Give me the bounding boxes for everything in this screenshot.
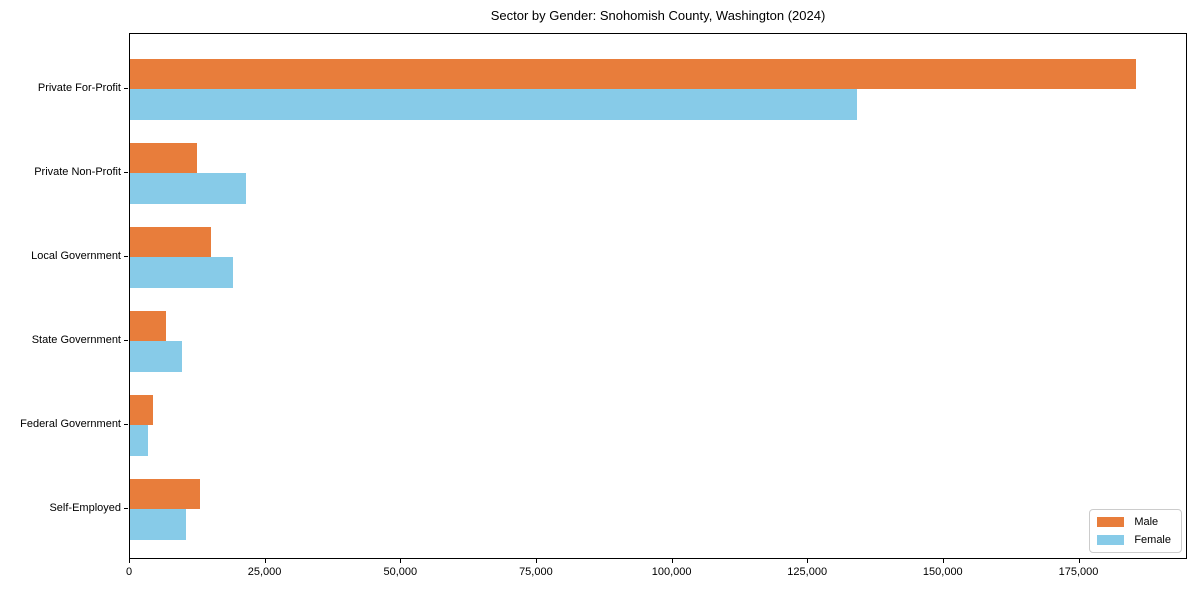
xtick-mark-0 bbox=[129, 559, 130, 563]
bar-male-private-for-profit bbox=[130, 58, 1136, 89]
xtick-mark-4 bbox=[671, 559, 673, 563]
ytick-mark-private-non-profit bbox=[124, 172, 128, 173]
legend: Male Female bbox=[1089, 509, 1182, 553]
bar-female-private-for-profit bbox=[130, 89, 857, 120]
legend-item-female: Female bbox=[1097, 534, 1171, 546]
xtick-label-6: 150,000 bbox=[922, 566, 963, 578]
xtick-mark-2 bbox=[400, 559, 402, 563]
legend-swatch-male-icon bbox=[1097, 517, 1125, 527]
xtick-label-1: 25,000 bbox=[247, 566, 282, 578]
bar-male-private-non-profit bbox=[130, 142, 197, 173]
ytick-label-self-employed: Self-Employed bbox=[49, 502, 121, 514]
bar-male-local-government bbox=[130, 226, 212, 257]
xtick-label-0: 0 bbox=[125, 566, 133, 578]
legend-label-female: Female bbox=[1134, 534, 1171, 546]
xtick-label-3: 75,000 bbox=[519, 566, 553, 578]
ytick-label-federal-government: Federal Government bbox=[20, 418, 121, 430]
bar-female-self-employed bbox=[130, 509, 187, 540]
chart-title: Sector by Gender: Snohomish County, Wash… bbox=[490, 8, 826, 23]
xtick-label-2: 50,000 bbox=[383, 566, 418, 578]
ytick-mark-private-for-profit bbox=[124, 88, 128, 89]
plot-area: Male Female bbox=[129, 33, 1187, 559]
xtick-mark-6 bbox=[942, 559, 944, 563]
bar-male-self-employed bbox=[130, 478, 200, 509]
bar-female-private-non-profit bbox=[130, 173, 246, 204]
ytick-mark-self-employed bbox=[124, 508, 128, 509]
legend-label-male: Male bbox=[1134, 516, 1159, 528]
ytick-label-private-non-profit: Private Non-Profit bbox=[34, 166, 121, 178]
xtick-mark-7 bbox=[1078, 559, 1080, 563]
legend-item-male: Male bbox=[1097, 516, 1171, 528]
ytick-mark-federal-government bbox=[124, 424, 128, 425]
legend-swatch-female-icon bbox=[1097, 535, 1125, 545]
ytick-label-local-government: Local Government bbox=[31, 250, 121, 262]
xtick-mark-5 bbox=[807, 559, 809, 563]
bar-female-federal-government bbox=[130, 425, 149, 456]
xtick-label-4: 100,000 bbox=[651, 566, 692, 578]
xtick-mark-3 bbox=[535, 559, 537, 563]
xtick-mark-1 bbox=[264, 559, 266, 563]
ytick-mark-local-government bbox=[124, 256, 128, 257]
ytick-label-state-government: State Government bbox=[31, 334, 121, 346]
bar-male-federal-government bbox=[130, 394, 153, 425]
ytick-label-private-for-profit: Private For-Profit bbox=[37, 82, 121, 94]
bar-female-local-government bbox=[130, 257, 234, 288]
xtick-label-5: 125,000 bbox=[787, 566, 828, 578]
xtick-label-7: 175,000 bbox=[1058, 566, 1099, 578]
bar-female-state-government bbox=[130, 341, 183, 372]
ytick-mark-state-government bbox=[124, 340, 128, 341]
bar-male-state-government bbox=[130, 310, 166, 341]
